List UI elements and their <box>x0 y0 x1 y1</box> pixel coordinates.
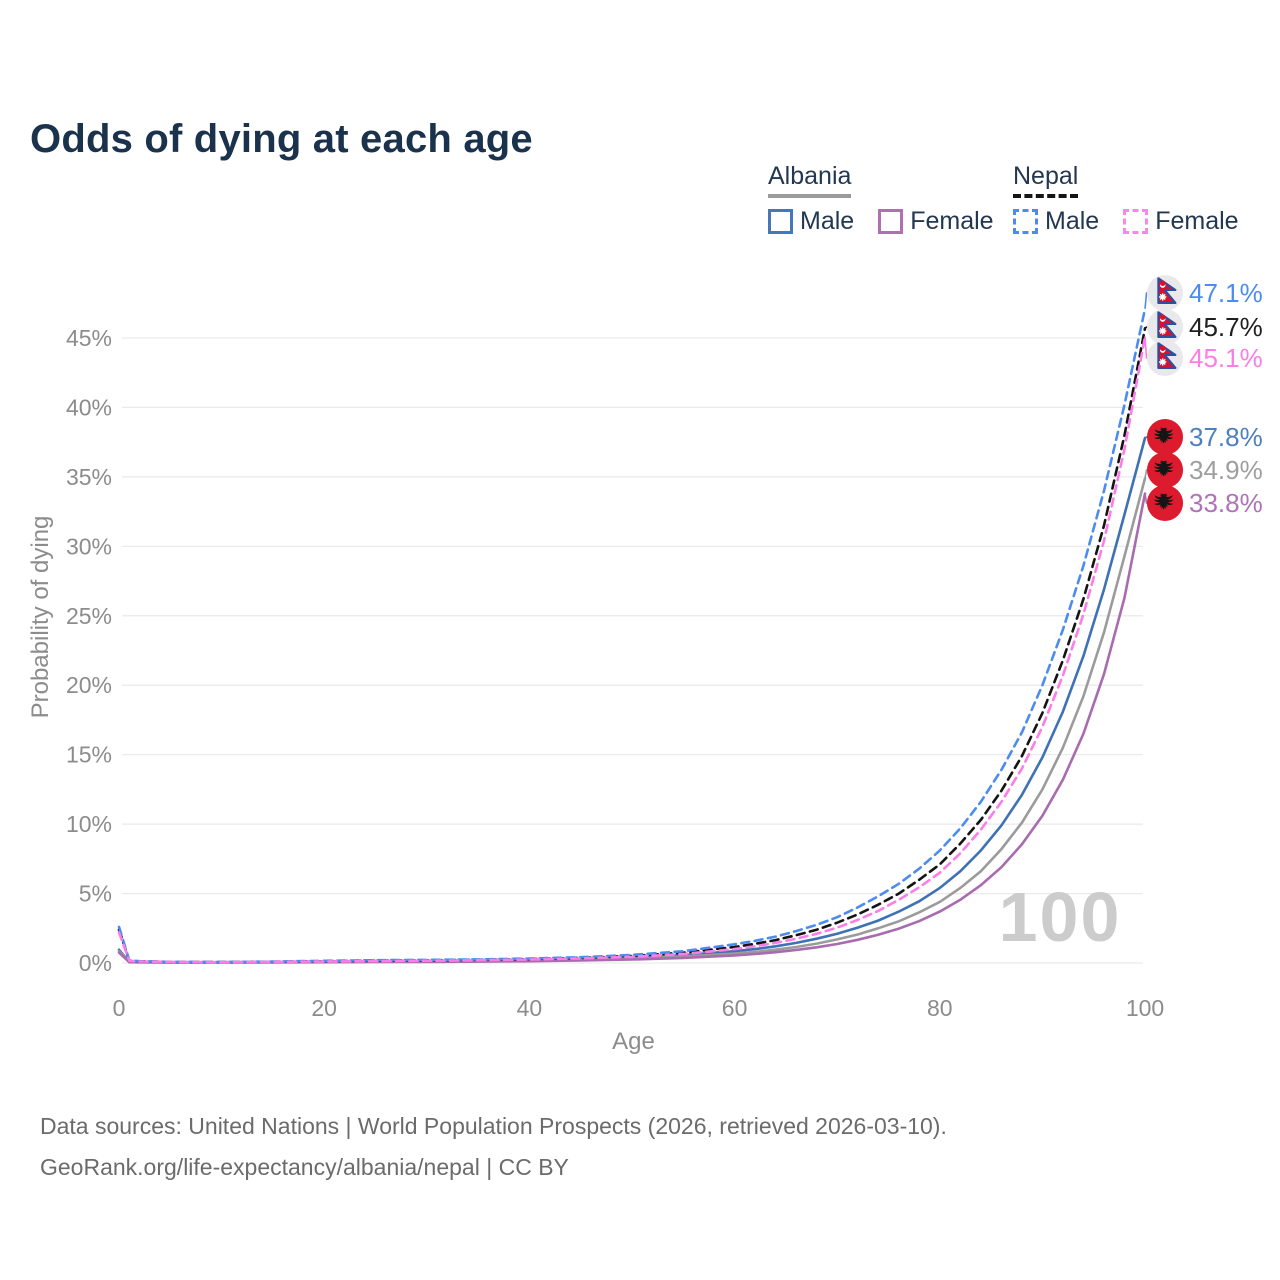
x-tick-label: 40 <box>517 995 543 1021</box>
y-tick-label: 35% <box>66 464 112 490</box>
series-line-albania-both <box>117 477 1147 964</box>
x-tick-label: 0 <box>113 995 126 1021</box>
albania-male-swatch-icon <box>768 209 793 234</box>
x-tick-label: 20 <box>311 995 337 1021</box>
y-tick-label: 40% <box>66 394 112 420</box>
x-tick-label: 60 <box>722 995 748 1021</box>
legend-item-nepal-female[interactable]: Female <box>1123 207 1239 236</box>
y-tick-label: 0% <box>79 950 112 976</box>
x-tick-label: 80 <box>927 995 953 1021</box>
attribution-line: GeoRank.org/life-expectancy/albania/nepa… <box>40 1154 569 1180</box>
nepal-flag-icon <box>1146 339 1184 377</box>
y-tick-label: 15% <box>66 742 112 768</box>
y-tick-label: 45% <box>66 325 112 351</box>
legend-group-albania: Albania Male Female <box>768 162 994 236</box>
x-tick-label: 100 <box>1126 995 1164 1021</box>
end-label-value: 45.1% <box>1189 342 1263 373</box>
legend-group-nepal: Nepal Male Female <box>1013 162 1239 236</box>
nepal-flag-icon <box>1146 274 1184 312</box>
series-line-nepal-female <box>117 335 1147 964</box>
end-label-value: 47.1% <box>1189 277 1263 308</box>
end-label-albania-male[interactable]: 37.8% <box>1146 418 1263 456</box>
footer: Data sources: United Nations | World Pop… <box>40 1106 947 1188</box>
series-line-nepal-male <box>117 307 1147 964</box>
series-line-albania-female <box>117 492 1147 964</box>
end-label-value: 34.9% <box>1189 454 1263 485</box>
data-source-line: Data sources: United Nations | World Pop… <box>40 1113 947 1139</box>
legend-label-nepal-male: Male <box>1045 207 1100 235</box>
series-line-albania-male <box>117 436 1147 964</box>
albania-flag-icon <box>1146 484 1184 522</box>
nepal-male-swatch-icon <box>1013 209 1038 234</box>
page-title: Odds of dying at each age <box>30 116 533 161</box>
x-axis-title: Age <box>612 1028 655 1055</box>
end-label-nepal-male[interactable]: 47.1% <box>1146 274 1263 312</box>
end-label-value: 37.8% <box>1189 421 1263 452</box>
end-label-albania-female[interactable]: 33.8% <box>1146 484 1263 522</box>
albania-female-swatch-icon <box>878 209 904 234</box>
y-tick-label: 25% <box>66 603 112 629</box>
legend-label-albania-female: Female <box>910 207 994 235</box>
series-line-nepal-both <box>117 327 1147 964</box>
end-label-value: 33.8% <box>1189 487 1263 518</box>
legend-item-albania-male[interactable]: Male <box>768 207 854 236</box>
nepal-female-swatch-icon <box>1123 209 1149 234</box>
watermark: 100 <box>999 878 1122 956</box>
end-label-nepal-female[interactable]: 45.1% <box>1146 339 1263 377</box>
legend-item-albania-female[interactable]: Female <box>878 207 994 236</box>
y-axis-title: Probability of dying <box>27 515 54 719</box>
y-tick-label: 5% <box>79 881 112 907</box>
y-tick-label: 20% <box>66 672 112 698</box>
legend-country-nepal[interactable]: Nepal <box>1013 162 1079 198</box>
y-tick-label: 30% <box>66 533 112 559</box>
end-label-nepal-both[interactable]: 45.7% <box>1146 308 1263 346</box>
legend-country-albania[interactable]: Albania <box>768 162 852 198</box>
legend-item-nepal-male[interactable]: Male <box>1013 207 1099 236</box>
legend-label-albania-male: Male <box>800 207 855 235</box>
legend-label-nepal-female: Female <box>1155 207 1239 235</box>
end-label-albania-both[interactable]: 34.9% <box>1146 451 1263 489</box>
end-label-value: 45.7% <box>1189 311 1263 342</box>
y-tick-label: 10% <box>66 811 112 837</box>
